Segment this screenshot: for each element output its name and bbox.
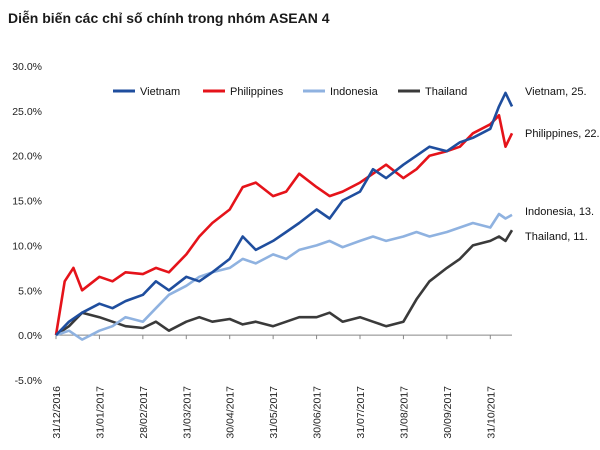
y-tick-label: 0.0% (18, 330, 42, 342)
y-tick-label: 15.0% (12, 196, 42, 208)
end-label-thailand: Thailand, 11. (525, 231, 588, 243)
y-tick-label: 10.0% (12, 240, 42, 252)
x-tick-label: 31/01/2017 (94, 386, 106, 439)
y-tick-label: -5.0% (15, 375, 42, 387)
chart-title: Diễn biến các chỉ số chính trong nhóm AS… (8, 10, 330, 26)
end-label-philippines: Philippines, 22. (525, 128, 600, 140)
series-line-thailand (55, 229, 514, 337)
series-line-indonesia (55, 212, 513, 341)
end-label-vietnam: Vietnam, 25. (525, 86, 587, 98)
y-tick-label: 30.0% (12, 61, 42, 73)
legend-label-thailand: Thailand (425, 86, 467, 98)
x-tick-label: 30/04/2017 (225, 386, 237, 439)
x-tick-label: 31/08/2017 (398, 386, 410, 439)
end-label-indonesia: Indonesia, 13. (525, 206, 594, 218)
legend-label-philippines: Philippines (230, 86, 284, 98)
legend-label-vietnam: Vietnam (140, 86, 180, 98)
series-line-vietnam (55, 91, 514, 337)
x-tick-label: 30/06/2017 (312, 386, 324, 439)
x-tick-label: 31/05/2017 (268, 386, 280, 439)
x-tick-label: 28/02/2017 (138, 386, 150, 439)
legend-label-indonesia: Indonesia (330, 86, 379, 98)
x-tick-label: 31/03/2017 (181, 386, 193, 439)
y-tick-label: 5.0% (18, 285, 42, 297)
x-tick-label: 30/09/2017 (442, 386, 454, 439)
x-tick-label: 31/12/2016 (51, 386, 63, 439)
x-tick-label: 31/10/2017 (485, 386, 497, 439)
y-tick-label: 25.0% (12, 106, 42, 118)
x-tick-label: 31/07/2017 (355, 386, 367, 439)
y-tick-label: 20.0% (12, 151, 42, 163)
